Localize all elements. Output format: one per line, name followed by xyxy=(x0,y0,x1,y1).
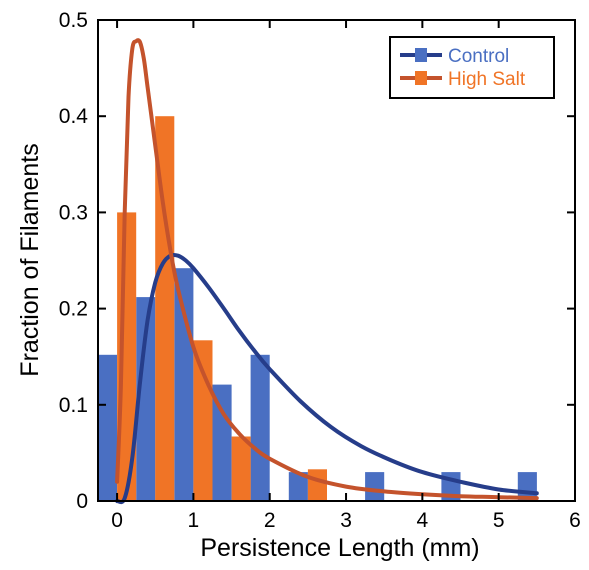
plot-frame xyxy=(97,19,576,502)
x-tick-label: 4 xyxy=(417,509,429,532)
fit-curve-control xyxy=(115,252,539,505)
legend-box xyxy=(389,36,555,99)
y-tick-label: 0.2 xyxy=(59,298,88,321)
histogram-bars xyxy=(98,116,537,501)
fit-curves xyxy=(115,38,539,505)
bar-high-salt xyxy=(155,116,175,501)
bar-control xyxy=(136,297,156,501)
bar-control xyxy=(365,472,385,501)
y-tick-label: 0.4 xyxy=(59,105,89,128)
x-tick-label: 0 xyxy=(111,509,123,532)
bar-control xyxy=(174,268,194,501)
x-tick-label: 3 xyxy=(340,509,352,532)
legend-swatch xyxy=(415,71,427,85)
bar-control xyxy=(98,354,118,501)
x-tick-label: 2 xyxy=(264,509,276,532)
x-tick-label: 6 xyxy=(569,509,581,532)
y-tick-label: 0 xyxy=(76,490,88,513)
x-tick-label: 5 xyxy=(493,509,505,532)
legend-label: Control xyxy=(448,46,509,67)
legend-swatch xyxy=(415,48,427,62)
y-tick-label: 0.1 xyxy=(59,394,88,417)
fit-curve-high-salt xyxy=(115,38,539,501)
x-tick-label: 1 xyxy=(188,509,200,532)
bar-control xyxy=(250,354,270,501)
bar-control xyxy=(212,384,232,501)
y-tick-label: 0.3 xyxy=(59,201,88,224)
bar-high-salt xyxy=(231,436,251,501)
y-tick-label: 0.5 xyxy=(59,9,88,32)
legend-label: High Salt xyxy=(448,69,526,90)
x-axis-title: Persistence Length (mm) xyxy=(200,534,479,562)
bar-control xyxy=(288,472,308,501)
axis-ticks: 0 1 2 3 4 5 6 0 0.1 0.2 0.3 0.4 0.5 xyxy=(59,9,581,532)
bar-high-salt xyxy=(307,469,327,501)
y-axis-title: Fraction of Filaments xyxy=(16,143,44,376)
bar-high-salt xyxy=(193,340,213,501)
